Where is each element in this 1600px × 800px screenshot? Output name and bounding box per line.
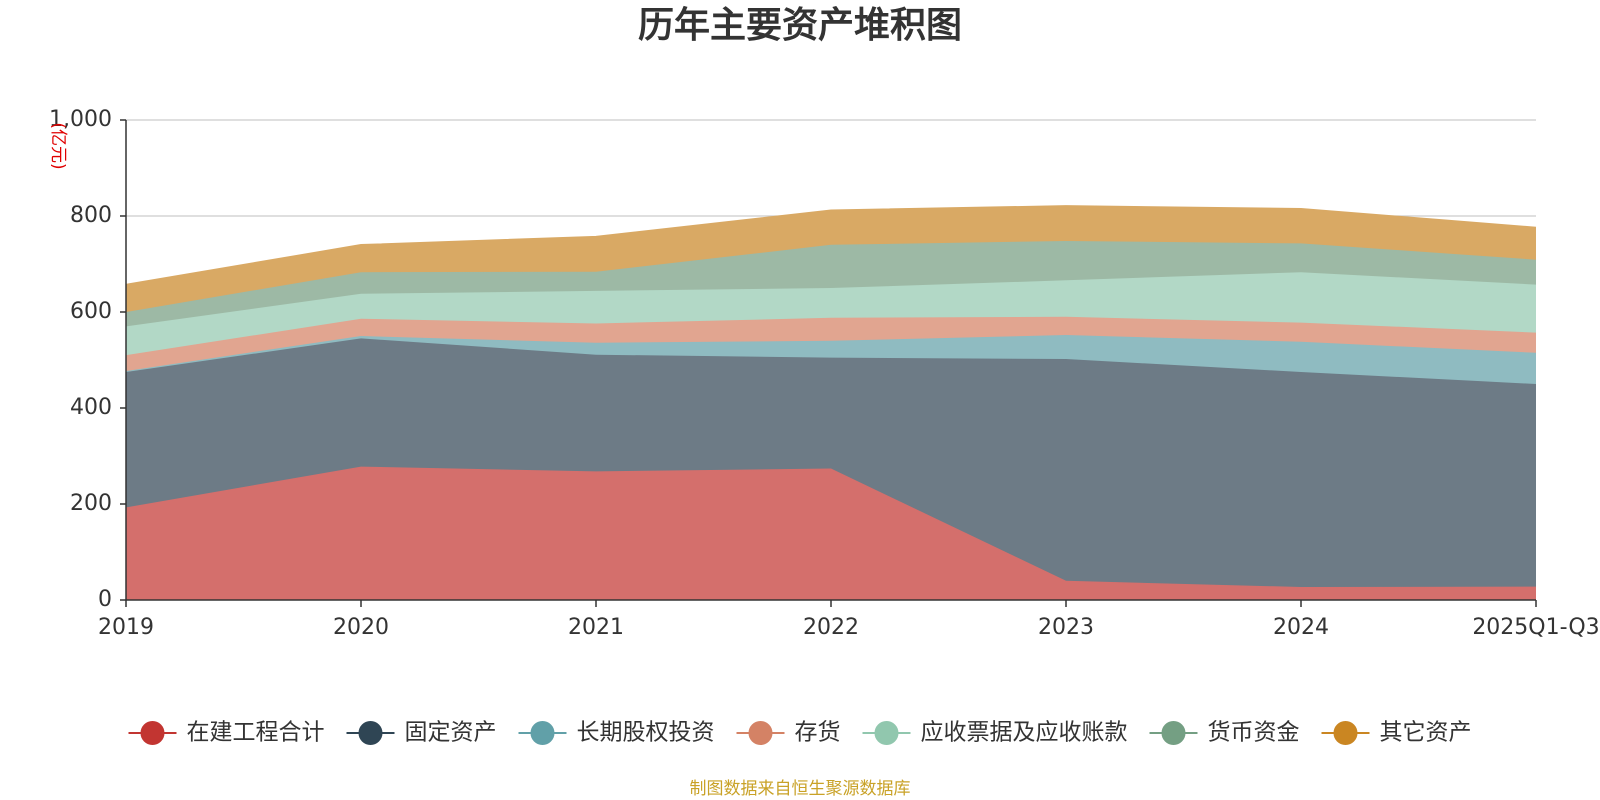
legend-marker [140, 721, 165, 745]
y-axis-unit-label: (亿元) [48, 122, 68, 169]
x-tick-label: 2025Q1-Q3 [1472, 615, 1599, 640]
legend: 在建工程合计 固定资产 长期股权投资 存货 应收票据及应收账款 货币资金 其它资产 [128, 720, 1472, 746]
area-edge-其它资产 [125, 205, 1537, 286]
legend-item[interactable]: 其它资产 [1321, 720, 1472, 746]
y-tick-label: 1,000 [49, 107, 112, 132]
x-tick-label: 2020 [333, 615, 389, 640]
area-series-固定资产 [126, 338, 1536, 587]
area-series-在建工程合计 [126, 466, 1536, 600]
legend-item[interactable]: 长期股权投资 [518, 720, 715, 746]
legend-label: 其它资产 [1380, 720, 1472, 746]
legend-marker [874, 721, 899, 745]
legend-item[interactable]: 应收票据及应收账款 [862, 720, 1128, 746]
legend-marker [358, 721, 383, 745]
legend-label: 固定资产 [405, 720, 497, 746]
legend-item[interactable]: 固定资产 [346, 720, 497, 746]
legend-label: 应收票据及应收账款 [921, 720, 1128, 746]
y-tick-label: 600 [70, 299, 112, 324]
legend-marker [1333, 721, 1358, 745]
area-series-长期股权投资 [126, 335, 1536, 384]
legend-item[interactable]: 在建工程合计 [128, 720, 325, 746]
y-tick-label: 800 [70, 203, 112, 228]
legend-label: 货币资金 [1208, 720, 1300, 746]
x-tick-label: 2022 [803, 615, 859, 640]
y-tick-label: 0 [98, 587, 112, 612]
x-tick-label: 2023 [1038, 615, 1094, 640]
y-tick-label: 200 [70, 491, 112, 516]
area-series [125, 205, 1537, 600]
legend-label: 存货 [795, 720, 841, 746]
legend-item[interactable]: 存货 [736, 720, 841, 746]
x-tick-label: 2021 [568, 615, 624, 640]
x-tick-label: 2019 [98, 615, 154, 640]
source-note: 制图数据来自恒生聚源数据库 [689, 779, 911, 799]
x-tick-labels: 2019 2020 2021 2022 2023 2024 2025Q1-Q3 [98, 600, 1600, 640]
legend-item[interactable]: 货币资金 [1149, 720, 1300, 746]
legend-marker [530, 721, 555, 745]
x-tick-label: 2024 [1273, 615, 1329, 640]
legend-marker [748, 721, 773, 745]
legend-label: 在建工程合计 [187, 720, 325, 746]
area-series-货币资金 [126, 241, 1536, 327]
area-series-其它资产 [126, 205, 1536, 312]
chart-title: 历年主要资产堆积图 [637, 5, 962, 46]
legend-marker [1161, 721, 1186, 745]
y-tick-label: 400 [70, 395, 112, 420]
area-series-存货 [126, 316, 1536, 371]
legend-label: 长期股权投资 [577, 720, 715, 746]
y-tick-labels: 0 200 400 600 800 1,000 [49, 107, 126, 612]
